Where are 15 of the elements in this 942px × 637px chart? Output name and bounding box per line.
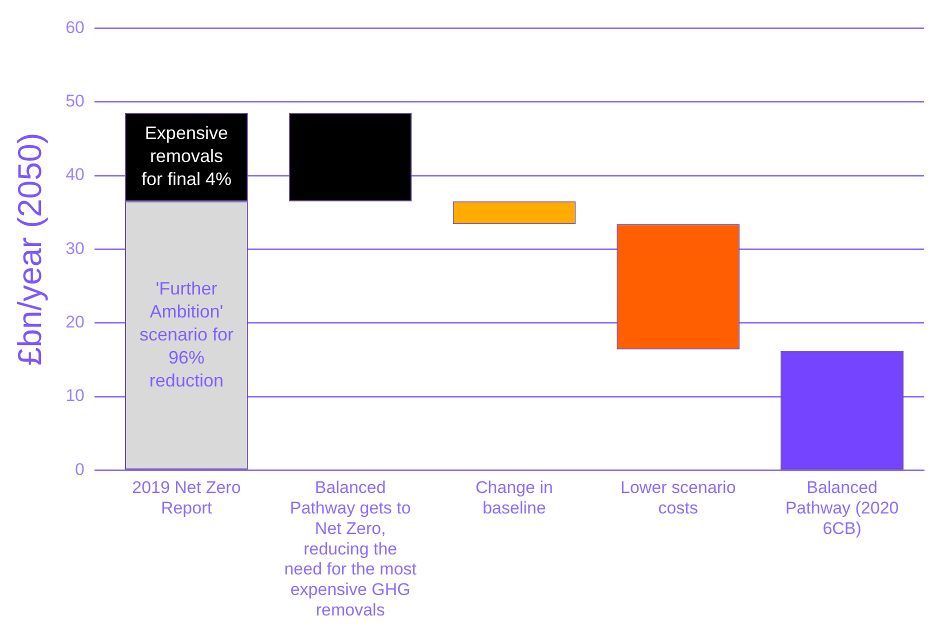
annotation: 'Further Ambition' scenario for 96% reduction (139, 278, 234, 391)
y-tick-label: 10 (66, 386, 85, 406)
x-tick-label: Change in baseline (475, 478, 554, 518)
x-tick-label: 2019 Net Zero Report (132, 478, 241, 518)
y-tick-label: 30 (66, 238, 85, 258)
x-tick-label: Balanced Pathway gets to Net Zero, reducing the need for the most expensive GHG removals (284, 478, 417, 620)
y-tick-label: 40 (66, 165, 85, 184)
annotation: Expensive removals for final 4% (141, 123, 232, 190)
y-tick-label: 60 (66, 18, 85, 37)
x-tick-label: Lower scenario costs (620, 478, 736, 518)
y-tick-label: 0 (75, 460, 85, 479)
y-axis-title: £bn/year (2050) (10, 132, 48, 366)
y-tick-label: 20 (66, 312, 85, 332)
x-tick-label: Balanced Pathway (2020 6CB) (785, 478, 899, 538)
y-tick-label: 50 (66, 92, 85, 111)
